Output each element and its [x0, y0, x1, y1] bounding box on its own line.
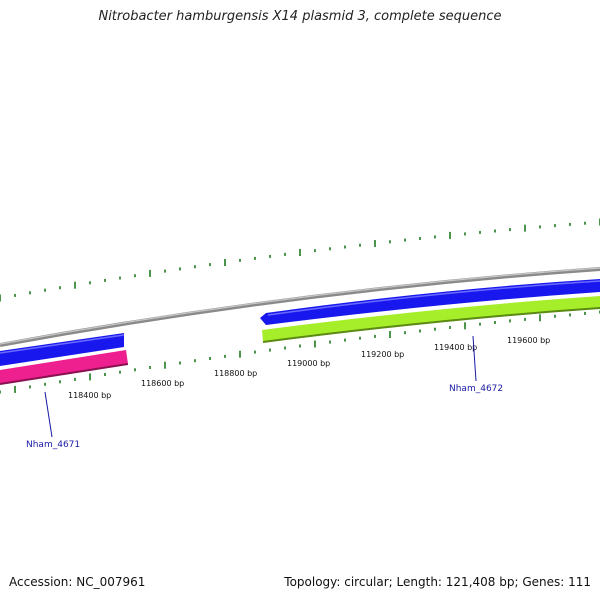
ruler-labels: 118400 bp 118600 bp 118800 bp 119000 bp … — [68, 336, 550, 400]
ruler-label: 118400 bp — [68, 391, 111, 400]
cds-forward-left[interactable] — [0, 333, 124, 366]
gene-label-nham-4672[interactable]: Nham_4672 — [449, 384, 503, 394]
nham-4671-callout-line — [44, 391, 53, 438]
gc-skew-track — [0, 218, 600, 302]
cds-forward-right[interactable] — [260, 279, 600, 325]
cds-nham-4672-edge — [262, 307, 600, 343]
coordinate-ruler — [0, 310, 600, 394]
ruler-label: 119400 bp — [434, 343, 477, 352]
cds-nham-4671[interactable] — [0, 350, 128, 384]
cds-forward-right-shine — [267, 280, 600, 316]
gene-label-nham-4671[interactable]: Nham_4671 — [26, 440, 80, 450]
ruler-label: 119000 bp — [287, 359, 330, 368]
ruler-label: 119200 bp — [361, 350, 404, 359]
accession-text: Accession: NC_007961 — [9, 575, 146, 589]
nham-4672-callout-line — [472, 335, 477, 382]
backbone-line — [0, 267, 600, 347]
map-title: Nitrobacter hamburgensis X14 plasmid 3, … — [98, 9, 502, 24]
cds-nham-4671-edge — [0, 363, 129, 385]
backbone-highlight — [0, 267, 600, 345]
cds-nham-4672[interactable] — [262, 296, 600, 342]
cds-forward-left-shine — [0, 334, 125, 354]
ruler-label: 118600 bp — [141, 379, 184, 388]
ruler-label: 119600 bp — [507, 336, 550, 345]
sequence-summary-text: Topology: circular; Length: 121,408 bp; … — [284, 575, 591, 589]
ruler-label: 118800 bp — [214, 369, 257, 378]
